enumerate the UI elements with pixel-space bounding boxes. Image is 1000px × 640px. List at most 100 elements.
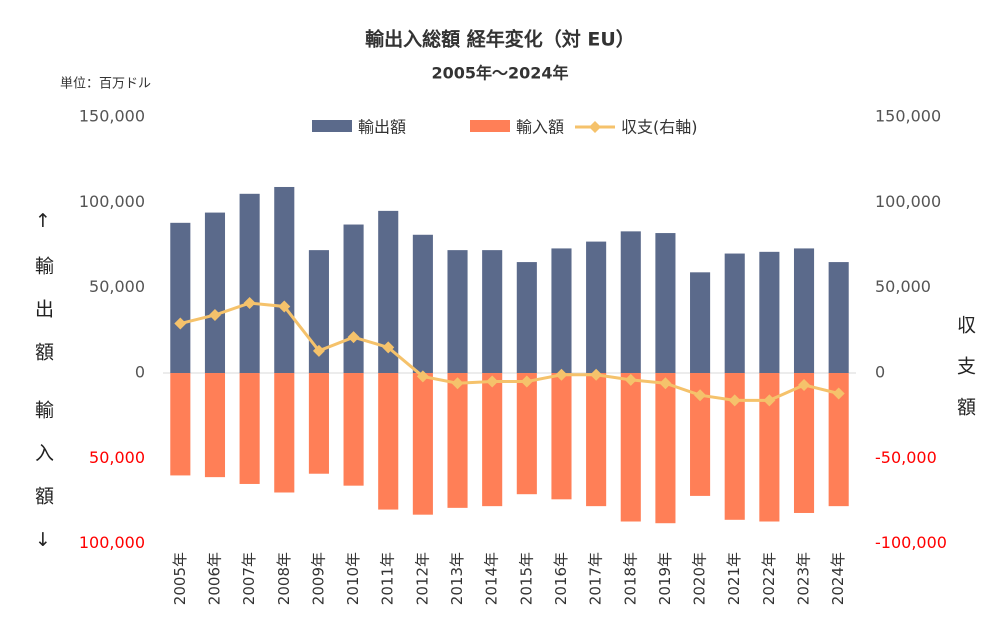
yticks-label: 100,000 bbox=[79, 192, 145, 211]
line-marker bbox=[208, 308, 221, 321]
x-tick-label: 2017年 bbox=[587, 552, 605, 605]
x-tick-label: 2020年 bbox=[691, 552, 709, 605]
bar bbox=[204, 212, 226, 374]
line-marker bbox=[382, 341, 395, 354]
bar bbox=[586, 373, 607, 507]
legend-label: 収支(右軸) bbox=[621, 118, 698, 137]
bar bbox=[828, 262, 849, 374]
x-tick-label: 2014年 bbox=[483, 552, 501, 605]
line-marker bbox=[624, 373, 637, 386]
bar bbox=[828, 373, 849, 507]
line-marker bbox=[659, 377, 672, 390]
line-marker bbox=[798, 378, 811, 391]
y2ticks-label: 0 bbox=[875, 363, 885, 382]
line-marker bbox=[416, 370, 429, 383]
y2ticks-label: 100,000 bbox=[875, 192, 941, 211]
x-tick-label: 2023年 bbox=[795, 552, 813, 605]
y2ticks-label: 50,000 bbox=[875, 277, 931, 296]
x-tick-label: 2005年 bbox=[171, 552, 189, 605]
bar bbox=[170, 373, 191, 476]
yticks-label: 100,000 bbox=[79, 533, 145, 552]
legend-label: 輸入額 bbox=[516, 118, 564, 137]
bar bbox=[516, 262, 537, 374]
line-marker bbox=[728, 394, 741, 407]
bar bbox=[204, 373, 226, 478]
bar bbox=[482, 250, 503, 374]
bar bbox=[239, 373, 260, 484]
bar bbox=[274, 186, 295, 374]
unit-label: 単位：百万ドル bbox=[60, 76, 151, 92]
x-tick-label: 2024年 bbox=[829, 552, 847, 605]
line-marker bbox=[347, 331, 360, 344]
bar bbox=[343, 224, 364, 374]
line-marker bbox=[243, 297, 256, 310]
y2ticks-label: 150,000 bbox=[875, 107, 941, 126]
chart-title: 輸出入総額 経年変化（対 EU） bbox=[365, 28, 635, 51]
line-marker bbox=[590, 368, 603, 381]
y-axis-label-bottom: 輸入額↓ bbox=[32, 400, 54, 575]
bar bbox=[759, 251, 780, 374]
line bbox=[179, 301, 840, 402]
x-tick-label: 2021年 bbox=[725, 552, 743, 605]
x-tick-label: 2018年 bbox=[621, 552, 639, 605]
x-tick-label: 2022年 bbox=[760, 552, 778, 605]
bar bbox=[170, 222, 191, 374]
x-tick-label: 2016年 bbox=[552, 552, 570, 605]
bar bbox=[655, 373, 676, 524]
bar bbox=[378, 373, 399, 510]
yticks-label: 0 bbox=[135, 363, 145, 382]
line-marker bbox=[694, 389, 707, 402]
bar bbox=[690, 373, 711, 496]
bar bbox=[655, 233, 676, 374]
bar bbox=[551, 248, 572, 374]
legend-swatch bbox=[312, 120, 352, 132]
x-tick-label: 2011年 bbox=[379, 552, 397, 605]
line-marker bbox=[451, 377, 464, 390]
bar bbox=[378, 210, 399, 374]
bar bbox=[586, 241, 607, 374]
x-tick-label: 2015年 bbox=[517, 552, 535, 605]
bar bbox=[412, 373, 433, 515]
bar bbox=[620, 231, 641, 374]
bar bbox=[551, 373, 572, 500]
yticks-label: 50,000 bbox=[89, 448, 145, 467]
bar bbox=[239, 193, 260, 374]
line-marker bbox=[174, 317, 187, 330]
x-tick-label: 2010年 bbox=[344, 552, 362, 605]
line-marker bbox=[555, 368, 568, 381]
bar bbox=[447, 250, 468, 374]
yticks-label: 50,000 bbox=[89, 277, 145, 296]
legend-label: 輸出額 bbox=[358, 118, 406, 137]
bar bbox=[620, 373, 641, 522]
legend-swatch bbox=[470, 120, 510, 132]
legend-marker bbox=[589, 121, 601, 133]
line-marker bbox=[520, 375, 533, 388]
bar bbox=[447, 373, 468, 508]
bar bbox=[724, 253, 745, 374]
x-tick-label: 2009年 bbox=[309, 552, 327, 605]
bar bbox=[793, 373, 815, 513]
bar bbox=[724, 373, 745, 520]
bar bbox=[308, 373, 329, 474]
yticks-label: 150,000 bbox=[79, 107, 145, 126]
bar bbox=[793, 248, 815, 374]
line-marker bbox=[486, 375, 499, 388]
line-marker bbox=[763, 394, 776, 407]
x-tick-label: 2012年 bbox=[413, 552, 431, 605]
bar bbox=[412, 234, 433, 374]
y2-axis-label: 収支額 bbox=[954, 315, 976, 438]
line-marker bbox=[832, 387, 845, 400]
x-tick-label: 2007年 bbox=[240, 552, 258, 605]
bar bbox=[690, 272, 711, 374]
bar bbox=[759, 373, 780, 522]
x-tick-label: 2013年 bbox=[448, 552, 466, 605]
y2ticks-label: -100,000 bbox=[875, 533, 947, 552]
line-marker bbox=[312, 344, 325, 357]
bar bbox=[482, 373, 503, 507]
bar bbox=[274, 373, 295, 493]
y-axis-label-top: ↑輸出額 bbox=[32, 210, 54, 385]
chart-subtitle: 2005年～2024年 bbox=[431, 64, 568, 83]
x-tick-label: 2019年 bbox=[656, 552, 674, 605]
